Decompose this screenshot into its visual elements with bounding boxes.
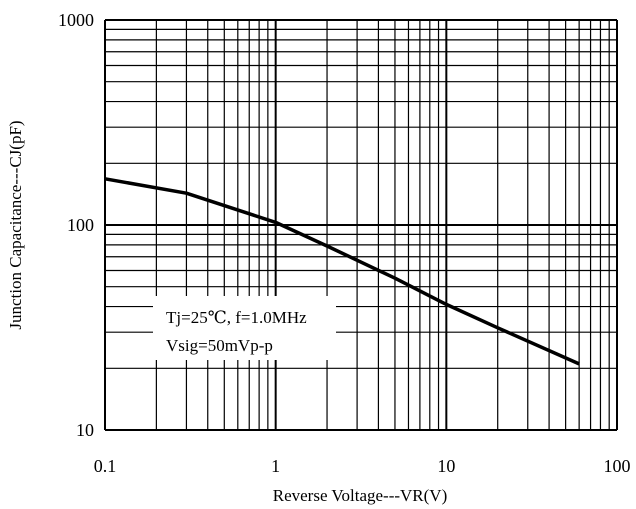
- x-axis-label: Reverse Voltage---VR(V): [273, 486, 448, 505]
- tick-labels: 0.1 1 10 100 10 100 1000: [58, 10, 631, 476]
- x-tick-label: 10: [437, 456, 455, 476]
- annotation-line-1: Tj=25℃, f=1.0MHz: [166, 308, 307, 327]
- series-layer: [104, 177, 580, 366]
- conditions-annotation: Tj=25℃, f=1.0MHz Vsig=50mVp-p: [153, 296, 336, 360]
- x-tick-label: 100: [604, 456, 631, 476]
- grid: [104, 19, 618, 431]
- annotation-line-2: Vsig=50mVp-p: [166, 336, 273, 355]
- y-tick-label: 100: [67, 215, 94, 235]
- capacitance-curve: [104, 177, 580, 366]
- y-axis-label: Junction Capacitance---CJ(pF): [6, 120, 25, 329]
- y-tick-label: 10: [76, 420, 94, 440]
- x-tick-label: 0.1: [94, 456, 117, 476]
- x-tick-label: 1: [271, 456, 280, 476]
- y-tick-label: 1000: [58, 10, 94, 30]
- annotation-background: [153, 296, 336, 360]
